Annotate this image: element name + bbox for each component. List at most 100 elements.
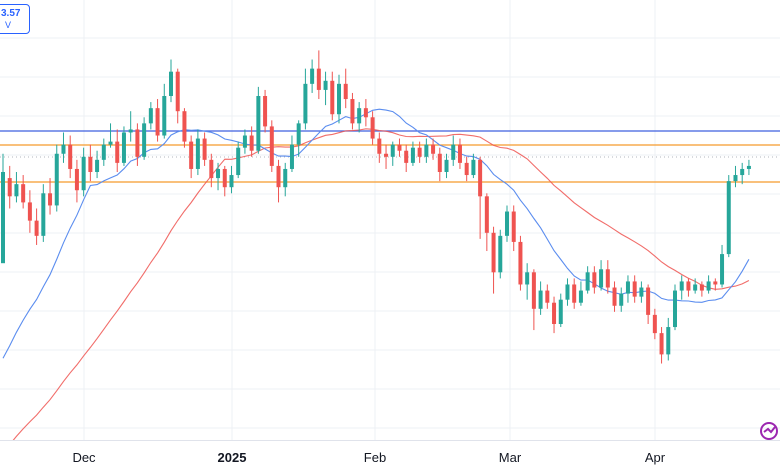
candle-body <box>21 184 26 203</box>
candle-body <box>390 144 395 157</box>
candle-body <box>619 293 624 306</box>
candle-body <box>61 144 66 154</box>
candle-body <box>572 284 577 303</box>
candle-body <box>666 327 671 355</box>
candle-body <box>142 123 147 157</box>
candle-body <box>7 178 12 197</box>
candle-body <box>498 235 503 273</box>
candle-body <box>363 108 368 118</box>
candle-body <box>377 138 382 154</box>
candle-body <box>242 135 247 148</box>
candle-body <box>182 111 187 142</box>
candle-body <box>478 159 483 197</box>
candle-body <box>646 287 651 315</box>
candle-body <box>424 144 429 157</box>
moving-average-fast <box>2 108 750 359</box>
x-tick-dec: Dec <box>72 450 96 465</box>
candle-body <box>370 117 375 139</box>
candle-body <box>303 83 308 124</box>
candle-body <box>625 281 630 294</box>
candle-body <box>175 71 180 112</box>
moving-average-slow <box>12 128 750 440</box>
candle-body <box>296 123 301 145</box>
candle-body <box>673 290 677 328</box>
tradingview-logo-icon[interactable] <box>758 420 780 442</box>
candle-body <box>209 159 214 179</box>
candle-body <box>337 83 341 115</box>
candle-body <box>565 284 570 300</box>
candle-body <box>1 172 5 264</box>
legend-price-value: 3.57 <box>1 8 21 19</box>
candle-body <box>699 284 704 291</box>
candle-body <box>384 153 389 157</box>
candle-body <box>121 132 126 163</box>
candle-body <box>249 135 254 151</box>
candle-body <box>128 129 133 133</box>
candle-body <box>148 108 153 124</box>
candlestick-chart[interactable] <box>0 0 780 440</box>
candle-body <box>343 83 348 100</box>
candle-body <box>686 281 691 291</box>
candle-body <box>404 150 409 163</box>
candle-body <box>746 165 751 169</box>
x-tick-2025: 2025 <box>217 450 247 465</box>
candle-body <box>155 108 160 136</box>
candle-body <box>202 138 207 160</box>
x-tick-apr: Apr <box>644 450 666 465</box>
candle-body <box>162 96 167 136</box>
candle-body <box>558 299 563 324</box>
candle-body <box>229 175 234 188</box>
candle-body <box>437 153 442 172</box>
candle-body <box>289 144 294 169</box>
candle-body <box>505 211 509 236</box>
candle-body <box>679 281 684 291</box>
candle-body <box>95 159 100 172</box>
candle-body <box>592 272 597 288</box>
candle-body <box>545 290 550 303</box>
x-tick-mar: Mar <box>498 450 522 465</box>
candle-body <box>222 168 227 188</box>
candle-body <box>612 287 617 306</box>
candle-body <box>740 168 745 176</box>
candle-body <box>471 159 476 176</box>
candle-body <box>88 156 93 172</box>
candle-body <box>632 281 637 297</box>
candle-body <box>195 138 200 169</box>
candle-body <box>733 175 738 182</box>
candle-body <box>431 144 436 154</box>
candle-body <box>269 126 274 166</box>
candle-body <box>713 281 718 285</box>
time-axis[interactable]: Dec 2025 Feb Mar Apr <box>0 440 780 471</box>
price-legend[interactable]: 3.57 V <box>0 4 30 34</box>
candle-body <box>605 269 610 288</box>
candle-body <box>48 193 53 206</box>
candle-body <box>484 196 489 233</box>
candle-body <box>578 290 583 303</box>
candle-body <box>585 272 590 291</box>
candle-body <box>169 71 173 96</box>
candle-body <box>525 272 530 285</box>
candle-body <box>350 99 355 124</box>
candle-body <box>34 220 39 236</box>
candle-body <box>81 156 86 191</box>
candle-body <box>283 168 288 188</box>
candle-body <box>397 144 402 151</box>
candle-body <box>236 147 241 176</box>
candle-body <box>538 290 543 309</box>
candle-body <box>41 193 46 236</box>
candle-body <box>706 281 711 291</box>
candle-body <box>316 68 321 90</box>
candle-body <box>444 159 449 172</box>
candle-body <box>552 302 557 324</box>
candle-body <box>135 129 140 157</box>
candle-body <box>357 108 362 124</box>
candle-body <box>659 333 664 355</box>
legend-sub-label: V <box>5 20 12 30</box>
candle-body <box>693 284 698 291</box>
candle-body <box>639 287 644 297</box>
candle-body <box>599 269 604 288</box>
candle-body <box>189 141 194 169</box>
candle-body <box>216 168 221 179</box>
x-tick-feb: Feb <box>363 450 387 465</box>
candle-body <box>263 96 268 127</box>
